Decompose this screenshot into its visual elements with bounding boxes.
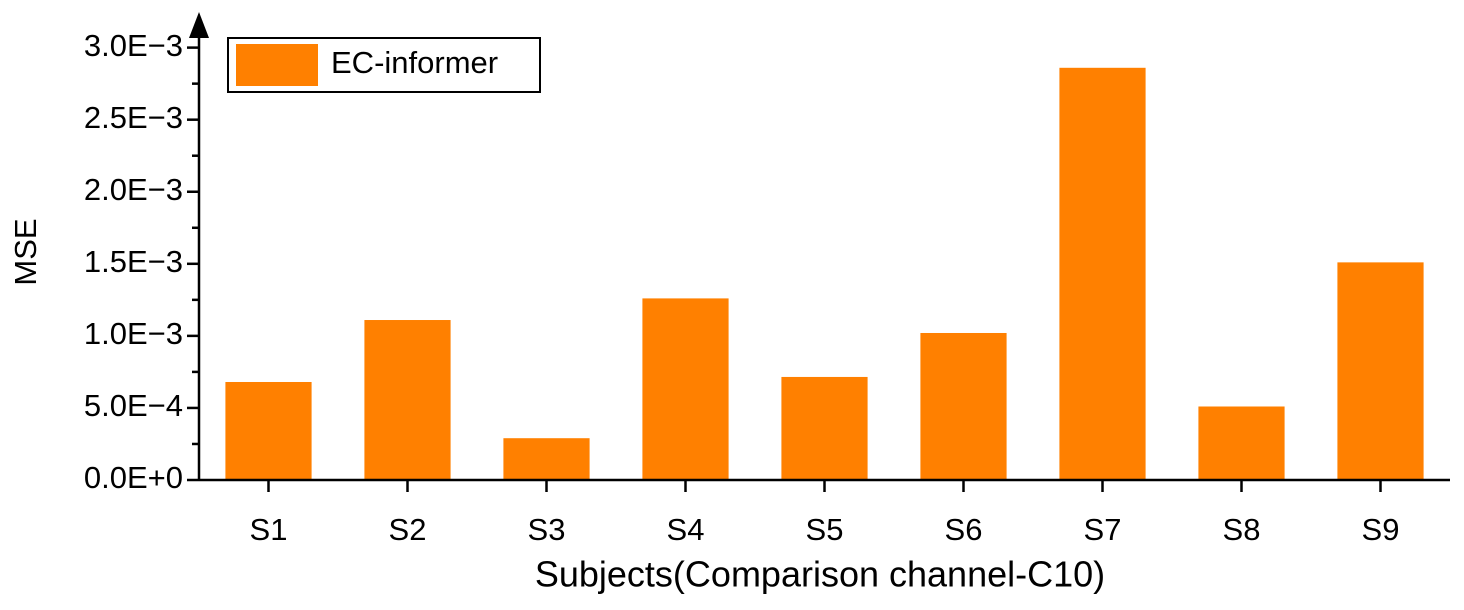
y-tick-label: 3.0E−3 [84,28,183,63]
x-tick-label: S4 [667,512,705,547]
y-tick-label: 1.0E−3 [84,316,183,351]
bar [1059,67,1146,481]
x-tick-label: S3 [528,512,566,547]
y-axis-title: MSE [8,218,43,285]
y-tick-label: 1.5E−3 [84,244,183,279]
bar [642,298,729,480]
legend-swatch [236,44,318,86]
y-tick-label: 0.0E+0 [84,460,183,495]
y-axis-arrow [189,12,209,38]
x-tick-label: S2 [389,512,427,547]
x-tick-label: S8 [1223,512,1261,547]
x-tick-label: S1 [250,512,288,547]
bar [1337,262,1424,480]
bar [920,332,1007,480]
x-tick-label: S9 [1362,512,1400,547]
y-tick-label: 5.0E−4 [84,388,183,423]
x-tick-label: S5 [806,512,844,547]
y-tick-label: 2.5E−3 [84,100,183,135]
legend-label: EC-informer [331,45,498,80]
bar [503,438,590,480]
bar [1198,406,1285,480]
bar [364,320,451,480]
x-axis-title: Subjects(Comparison channel-C10) [535,554,1105,595]
y-tick-label: 2.0E−3 [84,172,183,207]
x-tick-label: S6 [945,512,983,547]
x-tick-label: S7 [1084,512,1122,547]
bar [781,376,868,480]
bar [225,381,312,480]
